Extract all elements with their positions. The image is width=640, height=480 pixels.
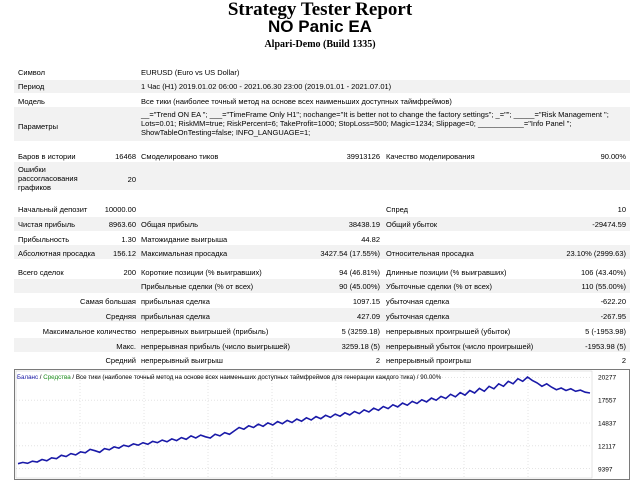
cons-losses-label: непрерывных проигрышей (убыток) <box>386 327 511 336</box>
rel-drawdown-label: Относительная просадка <box>386 249 474 258</box>
profit-factor-label: Прибыльность <box>18 235 70 244</box>
y-tick-label: 14837 <box>598 421 616 428</box>
legend-separator: / <box>38 374 43 381</box>
avg-loss-label: убыточная сделка <box>386 312 450 321</box>
gross-profit-value: 38438.19 <box>348 220 380 229</box>
y-tick-label: 12117 <box>598 443 616 450</box>
legend-balance: Баланс <box>17 374 38 381</box>
profit-trades-value: 90 (45.00%) <box>339 282 380 291</box>
max-amount-label: Макс. <box>116 342 136 351</box>
avg-profit-label: прибыльная сделка <box>141 312 210 321</box>
rel-drawdown-value: 23.10% (2999.63) <box>566 249 626 258</box>
loss-trades-value: 110 (55.00%) <box>581 282 626 291</box>
max-count-label: Максимальное количество <box>42 327 136 336</box>
y-tick-label: 17557 <box>598 398 616 405</box>
quality-value: 90.00% <box>600 152 626 161</box>
avg-profit-value: 427.09 <box>357 312 380 321</box>
y-tick-label: 9397 <box>598 466 613 473</box>
row-band <box>14 107 630 141</box>
abs-drawdown-label: Абсолютная просадка <box>18 249 96 258</box>
short-positions-value: 94 (46.81%) <box>339 268 380 277</box>
spread-label: Спред <box>386 205 409 214</box>
row-band <box>14 217 630 231</box>
average-label: Средняя <box>105 312 136 321</box>
legend-separator: / <box>71 374 76 381</box>
chart-legend: Баланс / Средства / Все тики (наиболее т… <box>17 374 442 381</box>
largest-loss-value: -622.20 <box>600 297 626 306</box>
legend-equity: Средства <box>43 374 71 381</box>
model-value: Все тики (наиболее точный метод на основ… <box>141 97 452 106</box>
symbol-label: Символ <box>18 68 46 77</box>
cons-loss-value: -1953.98 (5) <box>585 342 626 351</box>
row-band <box>14 162 630 190</box>
quality-label: Качество моделирования <box>386 152 475 161</box>
period-value: 1 Час (H1) 2019.01.02 06:00 - 2021.06.30… <box>141 82 392 91</box>
profit-trades-label: Прибыльные сделки (% от всех) <box>141 282 254 291</box>
total-trades-label: Всего сделок <box>18 268 64 277</box>
avg-consecutive-label: Средний <box>105 356 137 365</box>
row-band <box>14 245 630 259</box>
avg-loss-value: -267.95 <box>600 312 626 321</box>
largest-loss-label: убыточная сделка <box>386 297 450 306</box>
cons-wins-value: 5 (3259.18) <box>341 327 380 336</box>
params-value: __="Trend ON EA "; ___="TimeFrame Only H… <box>141 110 609 137</box>
ea-name: NO Panic EA <box>268 17 372 36</box>
ticks-value: 39913126 <box>346 152 380 161</box>
avg-losses-value: 2 <box>621 356 626 365</box>
max-drawdown-value: 3427.54 (17.55%) <box>320 249 380 258</box>
avg-losses-label: непрерывный проигрыш <box>386 356 471 365</box>
deposit-value: 10000.00 <box>104 205 136 214</box>
profit-factor-value: 1.30 <box>121 235 136 244</box>
expected-payoff-label: Матожидание выигрыша <box>141 235 228 244</box>
period-label: Период <box>18 82 45 91</box>
short-positions-label: Короткие позиции (% выигравших) <box>141 268 262 277</box>
symbol-value: EURUSD (Euro vs US Dollar) <box>141 68 240 77</box>
row-band <box>14 80 630 93</box>
deposit-label: Начальный депозит <box>18 205 88 214</box>
net-profit-label: Чистая прибыль <box>18 220 75 229</box>
params-label: Параметры <box>18 122 58 131</box>
balance-line <box>17 375 591 465</box>
row-band <box>14 279 630 293</box>
abs-drawdown-value: 156.12 <box>113 249 136 258</box>
avg-wins-label: непрерывный выигрыш <box>141 356 223 365</box>
cons-wins-label: непрерывных выигрышей (прибыль) <box>141 327 269 336</box>
plot-area <box>15 370 593 479</box>
errors-value: 20 <box>127 175 136 184</box>
cons-loss-label: непрерывный убыток (число проигрышей) <box>386 342 534 351</box>
balance-chart: 20277 17557 14837 12117 9397 Баланс / Средст… <box>14 369 630 480</box>
row-band <box>14 338 630 352</box>
largest-profit-value: 1097.15 <box>352 297 380 306</box>
bars-value: 16468 <box>115 152 136 161</box>
ticks-label: Смоделировано тиков <box>141 152 219 161</box>
total-trades-value: 200 <box>123 268 136 277</box>
long-positions-label: Длинные позиции (% выигравших) <box>386 268 507 277</box>
report-title: Strategy Tester Report <box>227 0 413 20</box>
gross-profit-label: Общая прибыль <box>141 220 199 229</box>
largest-label: Самая большая <box>80 297 136 306</box>
loss-trades-label: Убыточные сделки (% от всех) <box>386 282 492 291</box>
net-profit-value: 8963.60 <box>108 220 136 229</box>
max-drawdown-label: Максимальная просадка <box>141 249 228 258</box>
errors-label: Ошибки рассогласования графиков <box>18 165 78 192</box>
gross-loss-value: -29474.59 <box>592 220 626 229</box>
server-name: Alpari-Demo (Build 1335) <box>264 39 376 50</box>
row-band <box>14 308 630 322</box>
bars-label: Баров в истории <box>18 152 76 161</box>
model-label: Модель <box>18 97 45 106</box>
gross-loss-label: Общий убыток <box>386 220 438 229</box>
long-positions-value: 106 (43.40%) <box>580 268 626 277</box>
largest-profit-label: прибыльная сделка <box>141 297 210 306</box>
cons-profit-value: 3259.18 (5) <box>341 342 380 351</box>
cons-profit-label: непрерывная прибыль (число выигрышей) <box>141 342 290 351</box>
y-tick-label: 20277 <box>598 375 616 382</box>
cons-losses-value: 5 (-1953.98) <box>585 327 626 336</box>
spread-value: 10 <box>617 205 626 214</box>
legend-description: Все тики (наиболее точный метод на основ… <box>76 374 442 381</box>
expected-payoff-value: 44.82 <box>361 235 380 244</box>
avg-wins-value: 2 <box>375 356 380 365</box>
